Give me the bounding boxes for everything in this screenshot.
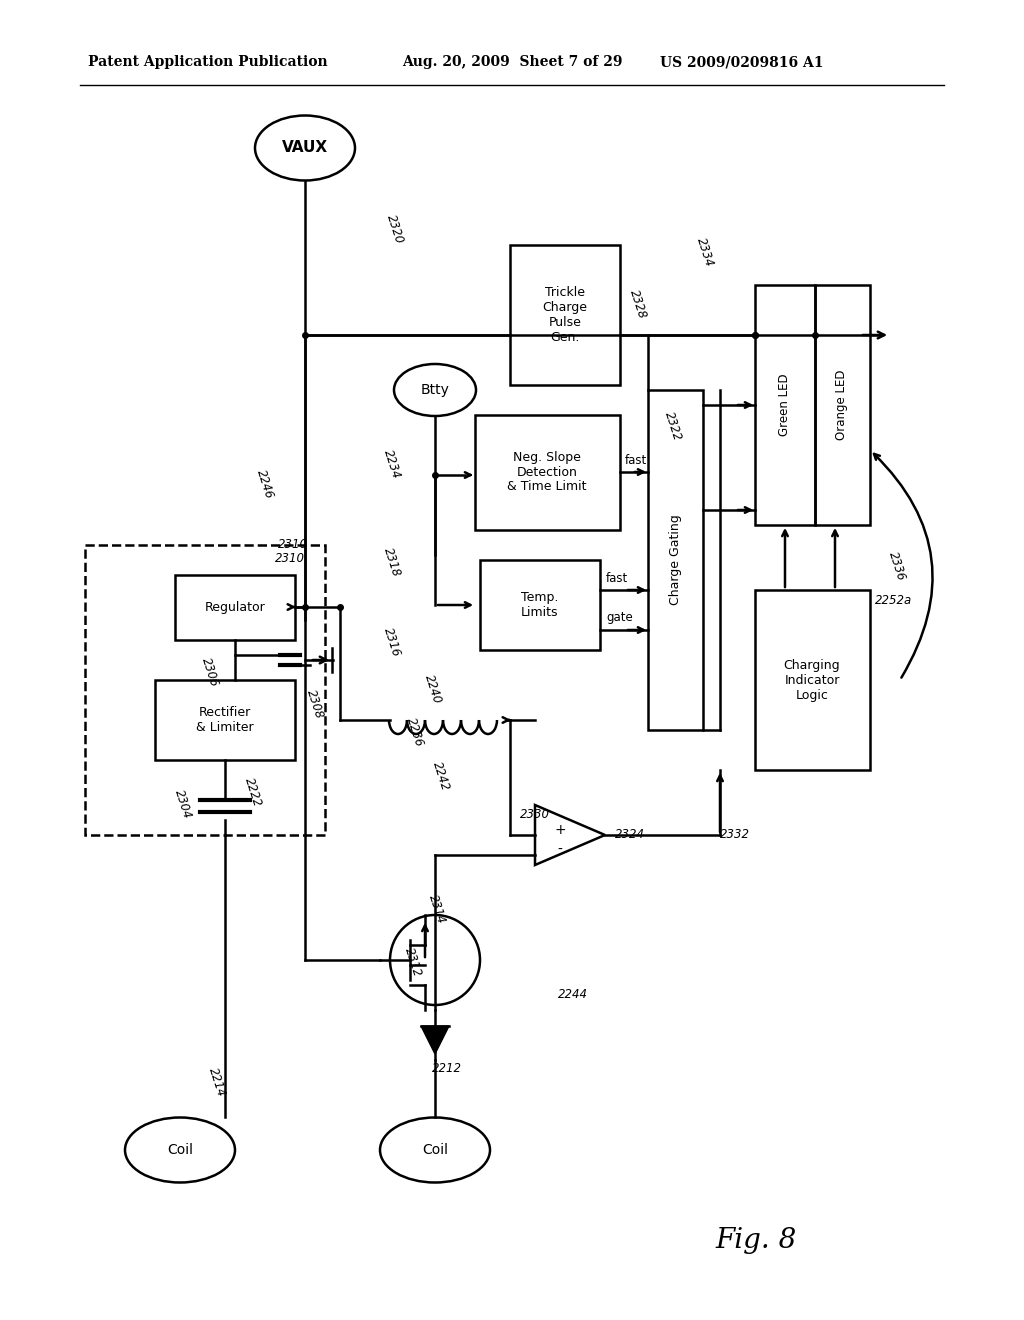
Bar [155,680,295,760]
Text: Fig. 8: Fig. 8 [715,1226,797,1254]
Text: 2212: 2212 [432,1061,462,1074]
Bar [815,285,870,525]
Text: 2310: 2310 [278,539,308,552]
Text: fast: fast [606,572,629,585]
Text: 2308: 2308 [304,688,326,721]
Text: Temp.
Limits: Temp. Limits [521,591,559,619]
Text: gate: gate [606,611,633,624]
Text: Rectifier
& Limiter: Rectifier & Limiter [197,706,254,734]
Text: 2328: 2328 [627,288,648,321]
Bar [475,414,620,531]
FancyArrowPatch shape [874,454,933,677]
Text: Green LED: Green LED [778,374,792,437]
Bar [175,576,295,640]
Bar [85,545,325,836]
Text: +: + [554,822,566,837]
Text: 2234: 2234 [381,447,402,480]
Bar [510,246,620,385]
Text: 2306: 2306 [199,656,220,689]
Text: VAUX: VAUX [282,140,328,156]
Text: 2334: 2334 [694,236,716,268]
Text: 2320: 2320 [384,213,406,246]
Text: Coil: Coil [422,1143,449,1158]
Bar [648,389,703,730]
Text: -: - [557,843,562,857]
Text: Regulator: Regulator [205,601,265,614]
Text: 2236: 2236 [403,715,425,748]
Text: 2312: 2312 [401,946,424,978]
Text: 2316: 2316 [381,626,402,659]
Text: 2336: 2336 [886,550,907,582]
Text: Patent Application Publication: Patent Application Publication [88,55,328,69]
Text: 2252a: 2252a [874,594,912,606]
Text: Neg. Slope
Detection
& Time Limit: Neg. Slope Detection & Time Limit [507,450,587,494]
Text: US 2009/0209816 A1: US 2009/0209816 A1 [660,55,823,69]
Text: 2240: 2240 [422,673,443,706]
Text: 2330: 2330 [520,808,550,821]
Text: fast: fast [625,454,647,466]
Text: 2304: 2304 [172,788,194,821]
Text: Coil: Coil [167,1143,193,1158]
Bar [755,590,870,770]
Text: Charging
Indicator
Logic: Charging Indicator Logic [783,659,841,701]
Text: Orange LED: Orange LED [836,370,849,441]
Polygon shape [421,1026,449,1053]
Text: Aug. 20, 2009  Sheet 7 of 29: Aug. 20, 2009 Sheet 7 of 29 [401,55,623,69]
Text: 2332: 2332 [720,829,750,842]
Text: 2214: 2214 [206,1067,227,1098]
Text: 2314: 2314 [426,894,447,925]
Text: 2324: 2324 [615,829,645,842]
Text: Charge Gating: Charge Gating [669,515,682,606]
Text: Btty: Btty [421,383,450,397]
Text: Trickle
Charge
Pulse
Gen.: Trickle Charge Pulse Gen. [543,286,588,345]
Text: 2242: 2242 [430,760,452,792]
Text: 2318: 2318 [381,546,402,578]
Text: 2310: 2310 [275,552,305,565]
Bar [480,560,600,649]
Bar [755,285,815,525]
Text: 2246: 2246 [254,469,275,500]
Text: 2322: 2322 [662,411,683,442]
Text: 2222: 2222 [242,776,263,809]
Text: 2244: 2244 [558,987,588,1001]
